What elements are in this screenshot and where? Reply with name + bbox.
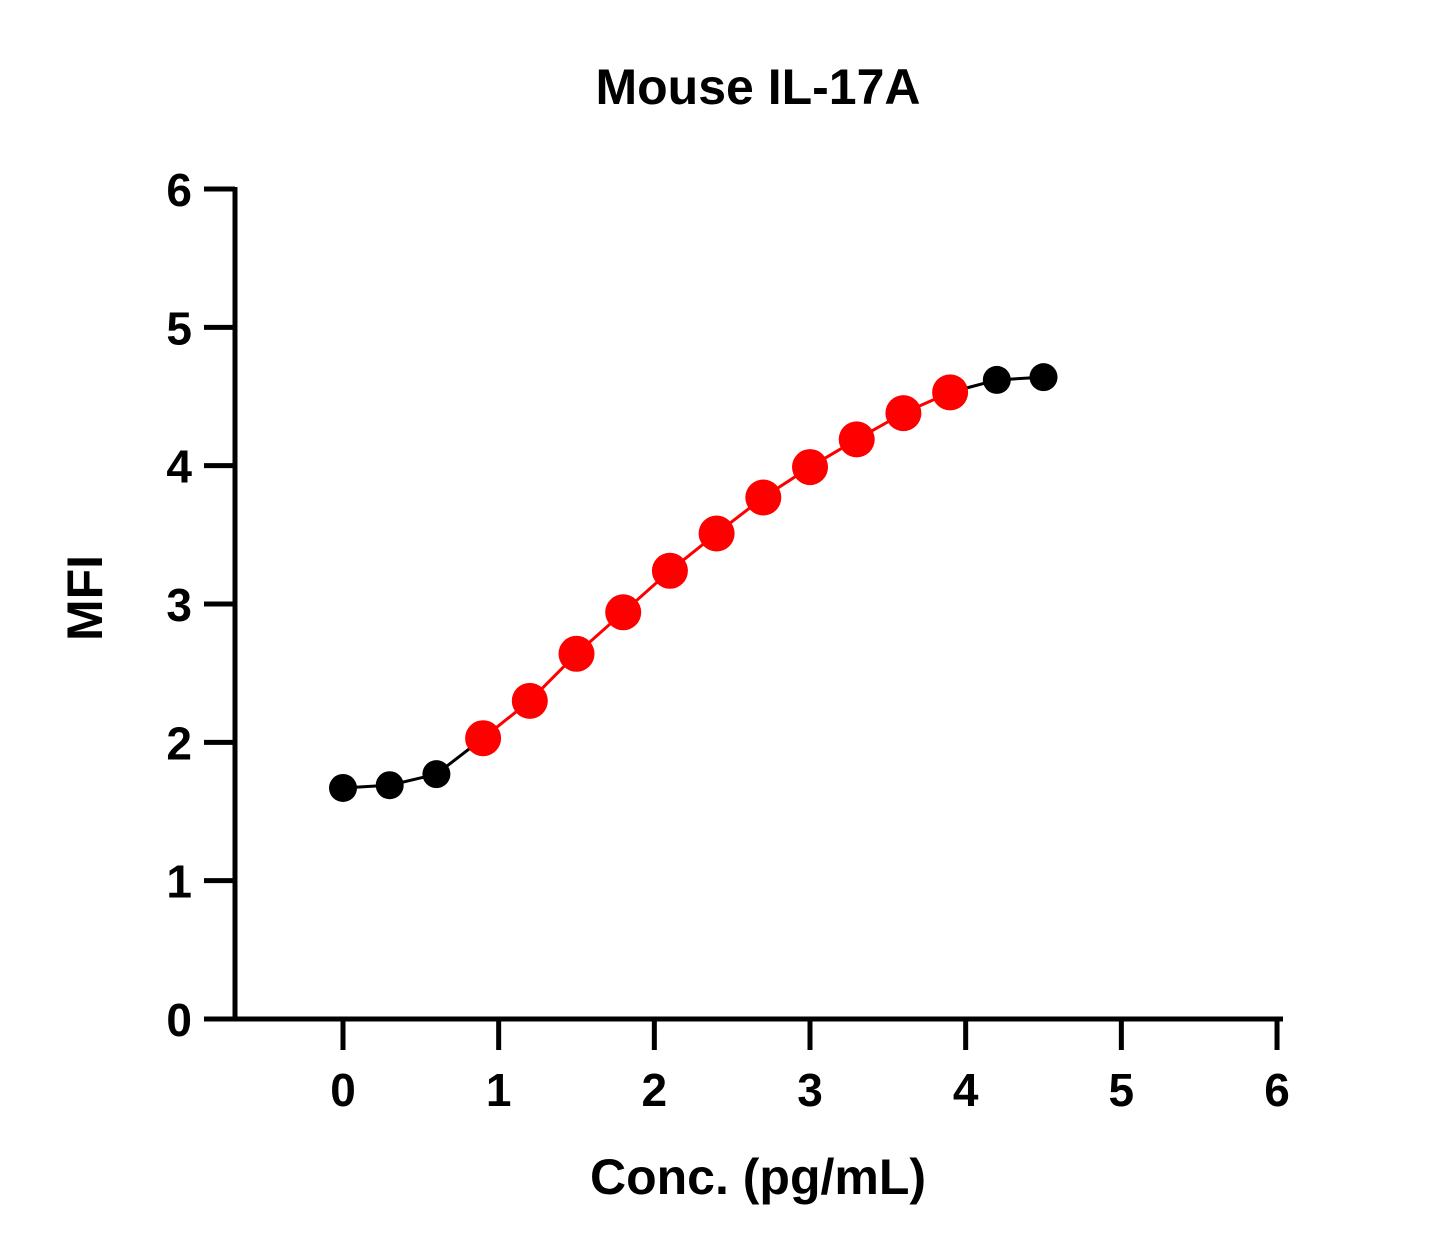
chart-title: Mouse IL-17A <box>595 59 920 115</box>
x-tick-label: 4 <box>953 1064 979 1116</box>
data-points <box>329 363 1058 802</box>
data-point-red <box>698 515 735 552</box>
x-tick-label: 2 <box>642 1064 668 1116</box>
y-tick-label: 1 <box>166 856 192 908</box>
y-tick-label: 5 <box>166 302 192 354</box>
series-line <box>342 737 485 790</box>
x-ticks: 0 1 2 3 4 5 6 <box>330 1019 1290 1116</box>
series-line <box>482 390 951 740</box>
x-tick-label: 5 <box>1109 1064 1135 1116</box>
data-point-red <box>932 374 969 411</box>
y-tick-label: 6 <box>166 164 192 216</box>
data-point-red <box>745 479 782 516</box>
data-point-black <box>422 760 451 789</box>
data-point-black <box>982 365 1011 394</box>
data-point-red <box>885 395 922 432</box>
y-tick-label: 3 <box>166 579 192 631</box>
data-point-red <box>792 449 829 486</box>
data-point-red <box>838 421 875 458</box>
data-point-black <box>375 771 404 800</box>
y-ticks: 0 1 2 3 4 5 6 <box>166 164 235 1046</box>
data-point-red <box>651 552 688 589</box>
data-point-red <box>465 720 502 757</box>
x-tick-label: 0 <box>330 1064 356 1116</box>
data-point-black <box>329 773 357 802</box>
x-tick-label: 3 <box>797 1064 823 1116</box>
x-tick-label: 6 <box>1264 1064 1290 1116</box>
data-point-red <box>511 682 548 719</box>
data-point-red <box>605 594 642 631</box>
x-tick-label: 1 <box>486 1064 512 1116</box>
data-point-red <box>558 635 595 672</box>
y-axis-label: MFI <box>57 555 113 641</box>
y-tick-label: 4 <box>166 441 192 493</box>
y-tick-label: 2 <box>166 717 192 769</box>
y-tick-label: 0 <box>166 994 192 1046</box>
series-lines <box>342 375 1044 790</box>
data-point-black <box>1029 363 1058 392</box>
x-axis-label: Conc. (pg/mL) <box>590 1149 926 1205</box>
